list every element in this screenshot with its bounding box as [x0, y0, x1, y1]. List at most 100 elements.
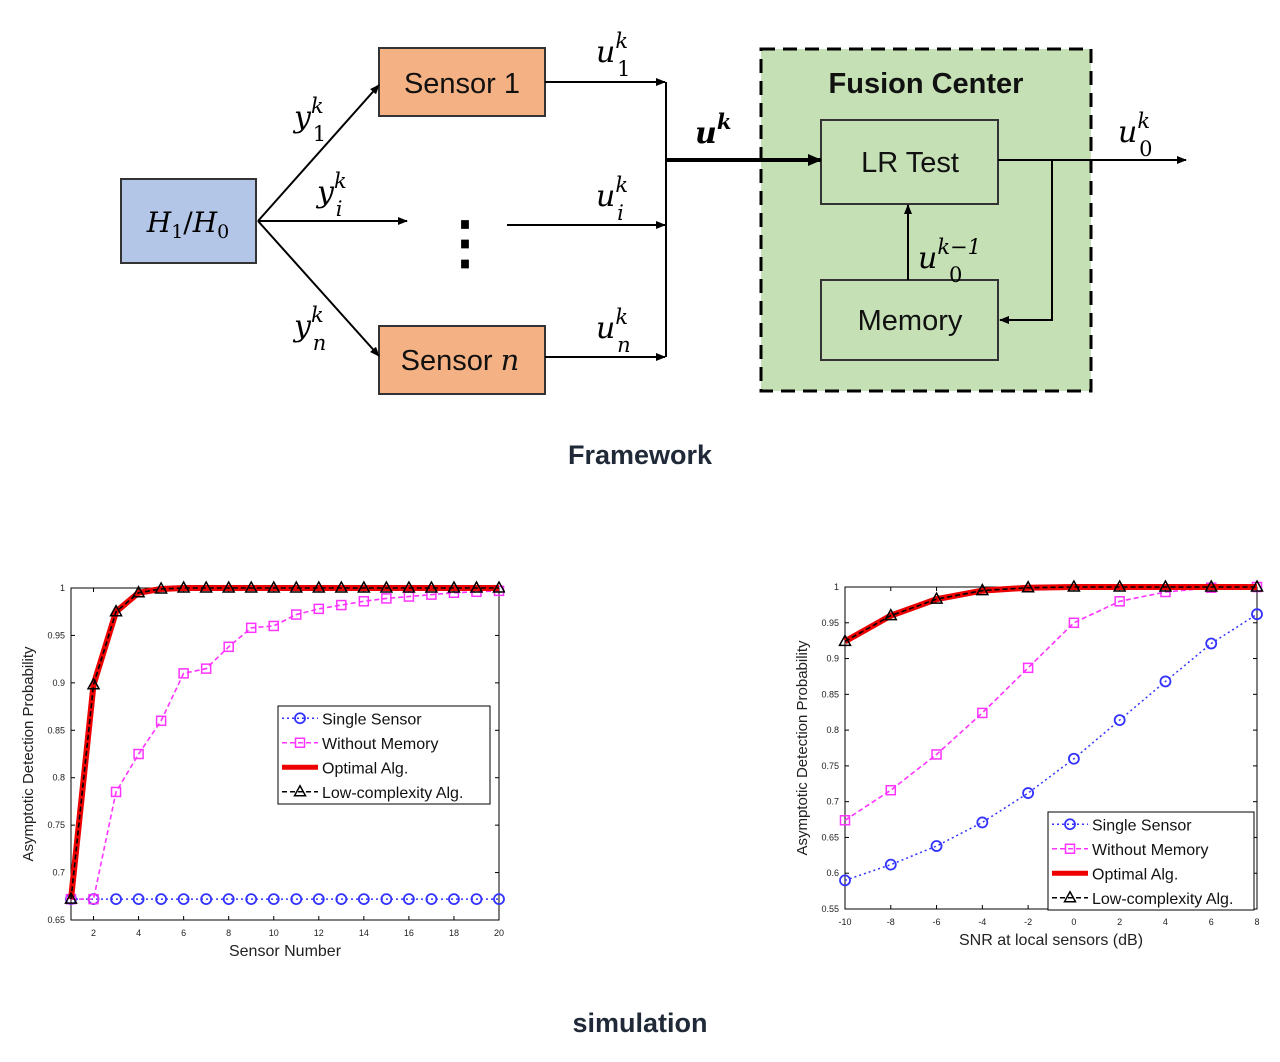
y-axis-label: Asymptotic Detection Probability — [794, 640, 811, 856]
data-point — [267, 893, 280, 906]
data-point — [154, 581, 168, 594]
legend-box — [277, 705, 491, 805]
data-point — [357, 580, 371, 593]
y-axis-label: Asymptotic Detection Probability — [20, 646, 37, 862]
data-point — [839, 874, 851, 887]
x-tick-label: 20 — [494, 928, 504, 938]
legend-marker — [294, 712, 306, 725]
y-tick-label: 0.95 — [821, 618, 839, 628]
data-point — [448, 893, 460, 906]
data-point — [110, 786, 122, 798]
data-point — [402, 893, 415, 906]
data-point — [447, 580, 461, 593]
fusion-center-title: Fusion Center — [829, 68, 1024, 100]
x-tick-label: 8 — [226, 928, 231, 938]
signal-ui: uk i — [596, 173, 628, 225]
signal-y1: yk 1 — [292, 94, 326, 146]
x-tick-label: 4 — [1163, 917, 1168, 927]
data-point — [132, 893, 145, 906]
x-tick-label: 14 — [359, 928, 369, 938]
legend-marker — [1064, 843, 1076, 854]
x-tick-label: -8 — [887, 917, 895, 927]
sensor-1-label: Sensor 1 — [404, 68, 520, 100]
data-point — [131, 585, 146, 598]
data-point — [884, 858, 897, 871]
legend-label: Low-complexity Alg. — [322, 785, 463, 802]
data-point — [266, 580, 281, 593]
data-point — [155, 893, 168, 906]
y-tick-label: 0.8 — [52, 773, 65, 783]
x-axis-label: SNR at local sensors (dB) — [959, 932, 1143, 949]
series-3 — [838, 579, 1264, 647]
data-point — [425, 893, 438, 906]
data-point — [1251, 608, 1263, 621]
y-tick-label: 0.9 — [52, 678, 65, 688]
data-point — [176, 580, 191, 593]
sensor-n-box — [378, 325, 546, 395]
series-line — [844, 586, 1257, 643]
arrow-y1 — [257, 84, 380, 222]
data-point — [358, 596, 370, 607]
x-tick-label: 6 — [181, 928, 186, 938]
data-point — [1067, 752, 1080, 765]
data-point — [177, 893, 190, 906]
data-point — [929, 591, 944, 604]
data-point — [155, 715, 167, 727]
data-point — [1204, 579, 1218, 592]
data-point — [245, 622, 257, 634]
data-point — [200, 663, 212, 674]
legend-marker — [1063, 890, 1077, 903]
lr-test-box — [820, 119, 999, 205]
series-0 — [839, 608, 1263, 887]
data-point — [1114, 596, 1125, 607]
x-tick-label: -2 — [1024, 917, 1032, 927]
x-tick-label: 18 — [449, 928, 459, 938]
data-point — [221, 580, 236, 593]
data-point — [381, 593, 392, 604]
data-point — [223, 641, 234, 653]
sensor-1-block: Sensor 1 — [378, 47, 546, 117]
data-point — [976, 816, 989, 829]
series-line — [844, 613, 1258, 882]
framework-caption: Framework — [567, 440, 713, 470]
data-point — [1158, 579, 1173, 592]
data-point — [380, 893, 393, 906]
legend-label: Low-complexity Alg. — [1092, 891, 1233, 908]
data-point — [931, 749, 942, 760]
x-tick-label: 6 — [1209, 917, 1214, 927]
data-point — [1067, 579, 1081, 592]
series-line — [844, 586, 1258, 821]
legend-label: Without Memory — [322, 736, 438, 753]
sensor-n-label: Sensor n — [401, 343, 520, 377]
data-point — [1159, 675, 1172, 688]
y-tick-label: 1 — [60, 583, 65, 593]
data-point — [930, 840, 943, 852]
hypothesis-label: H1/H0 — [146, 206, 229, 243]
data-point — [133, 748, 144, 760]
x-tick-label: -10 — [838, 917, 851, 927]
legend-marker — [1064, 818, 1076, 831]
data-point — [312, 580, 326, 593]
data-point — [1022, 787, 1035, 799]
x-tick-label: -4 — [978, 917, 986, 927]
memory-box — [820, 279, 999, 361]
data-point — [1250, 579, 1264, 592]
signal-u1: uk 1 — [596, 29, 630, 81]
data-point — [268, 620, 279, 632]
data-point — [975, 583, 990, 596]
framework-diagram: H1/H0 Sensor 1 Sensor n ⋮ yk 1 yk i yk n uk… — [120, 29, 1187, 395]
x-tick-label: 10 — [269, 928, 279, 938]
chart-sensor-number: 2 4 6 8 10 12 14 16 18 20 0.65 0.7 0.75 0.8 0.85 0.9 0.9… — [20, 580, 505, 960]
x-tick-label: 2 — [91, 928, 96, 938]
data-point — [291, 609, 302, 620]
x-tick-label: 12 — [314, 928, 324, 938]
arrow-feedback — [999, 160, 1053, 324]
data-point — [86, 677, 101, 690]
x-tick-label: 0 — [1071, 917, 1076, 927]
hypothesis-block: H1/H0 — [120, 178, 257, 264]
legend: Single Sensor Without Memory Optimal Alg. L… — [277, 705, 491, 805]
legend-label: Single Sensor — [322, 711, 422, 728]
fusion-center: Fusion Center LR Test Memory — [759, 47, 1093, 393]
y-tick-label: 0.65 — [47, 915, 65, 925]
x-axis-label: Sensor Number — [229, 943, 342, 960]
